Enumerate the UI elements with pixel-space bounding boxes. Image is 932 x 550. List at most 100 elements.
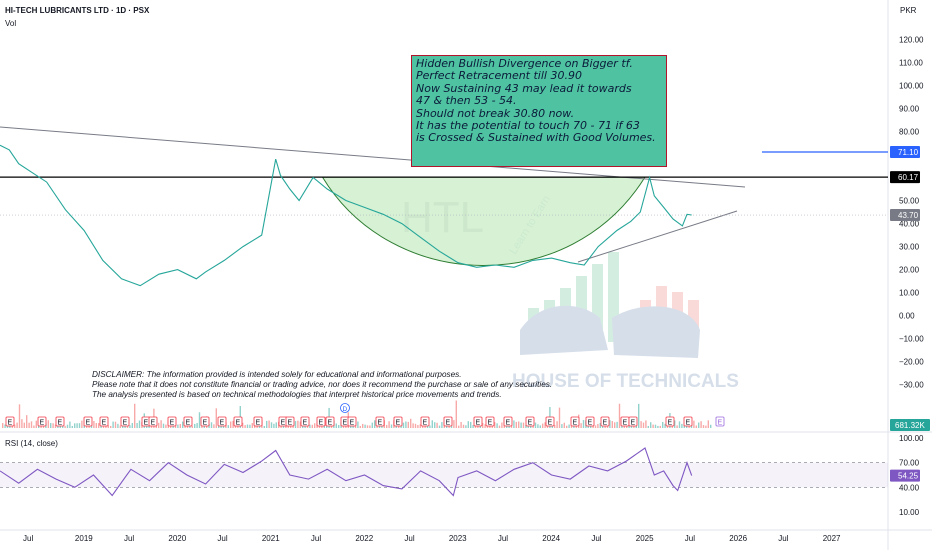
watermark-bar [560,288,571,342]
earnings-marker-label: E [288,420,293,427]
volume-bar [287,425,289,428]
volume-label: Vol [5,19,17,28]
earnings-marker [443,416,453,427]
earnings-marker [585,416,595,427]
earnings-marker [347,416,357,427]
volume-bar [429,425,431,428]
volume-bar [2,423,4,428]
price-axis-label-text: 60.17 [898,173,919,182]
volume-bar [76,423,78,428]
volume-bar [275,422,277,428]
dividend-marker-label: D [343,406,348,413]
earnings-marker [285,416,295,427]
volume-bar [484,424,486,428]
earnings-marker-label: E [319,420,324,427]
volume-bar [246,424,249,428]
volume-bar [35,420,37,428]
earnings-marker-label: E [446,420,451,427]
volume-bar [441,422,443,428]
volume-bar [652,424,654,428]
volume-bar [657,425,659,428]
volume-bar [369,425,371,428]
earnings-marker [485,416,495,427]
price-tick-label: 120.00 [899,36,924,45]
volume-bar [335,423,337,428]
earnings-marker [300,416,310,427]
rsi-label: RSI (14, close) [5,439,58,448]
volume-bar [213,424,215,428]
volume-bar [520,422,522,428]
volume-bar [309,424,311,428]
volume-bar [390,424,393,428]
volume-bar [294,421,297,428]
volume-bar [438,425,441,428]
volume-bar [321,425,323,428]
price-axis-label [890,209,920,222]
volume-bar [6,425,9,428]
watermark-bar [592,264,603,342]
earnings-marker-label: E [423,420,428,427]
volume-bar [21,419,23,428]
volume-bar [198,412,201,428]
price-axis-label [890,171,920,184]
volume-bar [114,421,117,428]
volume-bar [580,423,582,428]
time-tick-label: Jul [498,534,508,543]
volume-bar [26,415,28,428]
earnings-marker-label: E [378,420,383,427]
volume-bar [424,425,426,428]
earnings-marker-label: E [256,420,261,427]
annotation-line: is Crossed & Sustained with Good Volumes… [416,131,656,145]
volume-bar [74,423,76,428]
bear-icon [612,306,700,358]
volume-bar [405,421,407,428]
volume-bar [230,421,232,428]
earnings-marker-label: E [623,420,628,427]
time-tick-label: Jul [404,534,414,543]
volume-bar [158,422,160,428]
volume-bar [436,422,438,428]
volume-bar [662,421,664,428]
volume-bar [129,425,131,428]
volume-bar [700,421,702,428]
earnings-marker-label: E [488,420,493,427]
volume-bar [419,424,421,428]
rsi-axis-label-text: 54.25 [898,472,919,481]
volume-bar [299,421,301,428]
time-tick-label: Jul [685,534,695,543]
volume-bar [410,418,412,428]
annotation-line: Hidden Bullish Divergence on Bigger tf. [416,57,633,70]
volume-bar [470,421,472,428]
time-tick-label: 2021 [262,534,280,543]
time-tick-label: Jul [23,534,33,543]
earnings-marker [628,416,638,427]
watermark-brand: HOUSE OF TECHNICALS [512,371,739,392]
price-tick-label: 10.00 [899,289,920,298]
volume-bar [558,407,561,428]
price-tick-label: −30.00 [899,381,924,390]
volume-bar [338,424,340,428]
earnings-marker-label: E [506,420,511,427]
earnings-marker-label: E [303,420,308,427]
earnings-marker-label: E [686,420,691,427]
volume-bar [412,423,414,428]
volume-bar [357,421,359,428]
volume-bar [263,425,265,428]
volume-bar [465,425,467,428]
volume-bar [515,421,517,428]
volume-bar [568,424,570,428]
volume-bar [23,422,25,428]
volume-bar [638,403,640,428]
volume-bar [98,423,100,428]
earnings-marker-label: E [8,420,13,427]
volume-bar [645,420,647,428]
volume-bar [678,421,681,428]
earnings-marker-label: E [603,420,608,427]
ascending-trendline [577,210,738,263]
volume-bar [705,425,707,428]
volume-bar [378,425,381,428]
volume-bar [220,425,222,428]
volume-bar [602,425,604,428]
volume-bar [522,422,525,428]
earnings-marker-label: E [476,420,481,427]
